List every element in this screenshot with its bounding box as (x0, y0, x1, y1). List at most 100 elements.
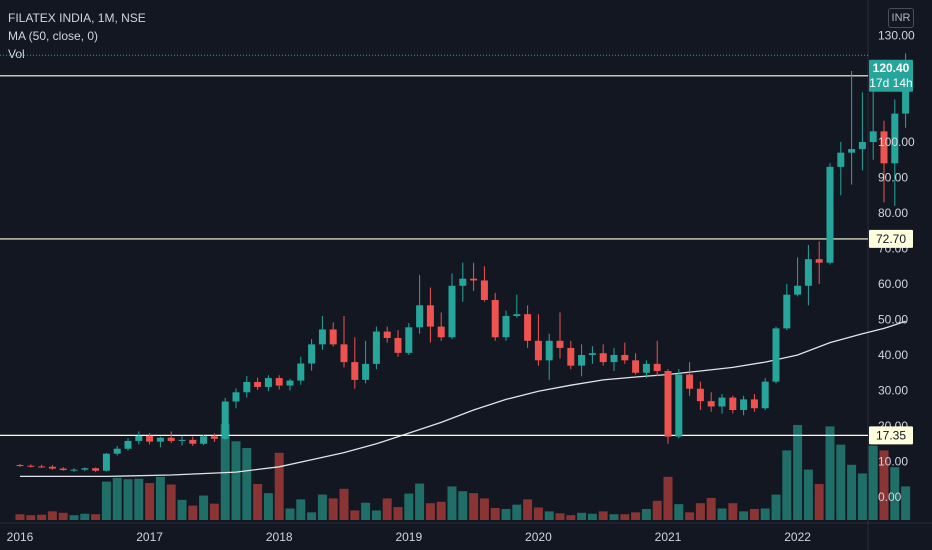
candle-body (426, 305, 434, 327)
volume-bar (490, 508, 500, 520)
volume-bar (782, 450, 792, 520)
volume-bar (199, 495, 209, 520)
price-tick-label: 10.00 (878, 455, 908, 469)
candle-body (81, 468, 89, 470)
candle-body (329, 329, 337, 345)
volume-bar (242, 448, 252, 520)
volume-bar (328, 498, 338, 520)
candle-body (599, 353, 607, 363)
volume-bar (868, 445, 878, 520)
candle-body (448, 285, 456, 338)
price-axis: 130.00100.0090.0080.0070.0060.0050.0040.… (878, 29, 915, 505)
volume-bar (555, 513, 565, 520)
candle-body (858, 142, 866, 150)
volume-bar (145, 483, 155, 520)
time-tick-label: 2021 (655, 530, 682, 544)
volume-bar (695, 503, 705, 520)
time-tick-label: 2016 (7, 530, 34, 544)
volume-bar (26, 515, 36, 520)
candle-body (264, 378, 272, 387)
candle-body (610, 355, 618, 363)
currency-label[interactable]: INR (888, 8, 914, 28)
time-axis: 2016 2017 2018 2019 2020 2021 2022 (7, 530, 812, 544)
candle-body (621, 355, 629, 361)
candle-body (243, 381, 251, 393)
volume-bar (253, 484, 263, 520)
candle-body (632, 360, 640, 373)
candle-body (567, 347, 575, 366)
volume-bar (890, 467, 900, 520)
candle-body (254, 381, 262, 387)
candle-body (275, 378, 283, 386)
level-badge (869, 426, 913, 445)
candle-body (27, 465, 35, 467)
bar-countdown: 17d 14h (869, 76, 912, 90)
volume-bar (425, 503, 435, 520)
candle-body (826, 166, 834, 263)
volume-bar (393, 507, 403, 520)
candle-body (437, 326, 445, 338)
volume-bar (479, 498, 489, 520)
volume-bar (285, 508, 295, 520)
candle-body (740, 399, 748, 411)
candle-body (794, 285, 802, 295)
candle-body (416, 305, 424, 328)
volume-bar (47, 511, 57, 520)
volume-indicator-label[interactable]: Vol (8, 47, 25, 61)
candle-body (232, 392, 240, 402)
volume-bar (80, 513, 90, 520)
candle-body (340, 344, 348, 363)
volume-bar (91, 514, 101, 520)
candle-body (113, 448, 121, 454)
level-badge-label: 17.35 (876, 428, 906, 442)
volume-bar (533, 507, 543, 520)
candle-body (167, 437, 175, 441)
time-tick-label: 2018 (266, 530, 293, 544)
candle-body (146, 435, 154, 442)
candle-body (675, 374, 683, 437)
volume-bar (58, 512, 68, 520)
volume-bar (793, 424, 803, 520)
volume-bar (609, 514, 619, 520)
price-tick-label: 50.00 (878, 313, 908, 327)
ma-indicator-label[interactable]: MA (50, close, 0) (8, 29, 99, 43)
candle-body (318, 329, 326, 345)
volume-bar (15, 514, 25, 520)
volume-bar (274, 452, 284, 520)
volume-bar (177, 499, 187, 520)
volume-bar (458, 491, 468, 520)
volume-bar (371, 510, 381, 520)
time-tick-label: 2020 (525, 530, 552, 544)
candle-body (772, 328, 780, 382)
volume-bar (382, 498, 392, 520)
volume-bar (512, 504, 522, 520)
candle-body (815, 259, 823, 263)
chart-legend: FILATEX INDIA, 1M, NSE MA (50, close, 0)… (8, 9, 146, 63)
candle-body (848, 149, 856, 153)
volume-bar (134, 478, 144, 520)
price-tick-label: 60.00 (878, 277, 908, 291)
volume-bar (760, 508, 770, 520)
volume-bar (123, 479, 133, 520)
volume-bar (501, 508, 511, 520)
volume-bar (847, 464, 857, 520)
symbol-title[interactable]: FILATEX INDIA, 1M, NSE (8, 11, 146, 25)
candle-body (880, 131, 888, 164)
volume-bar (544, 511, 554, 520)
price-tick-label: 90.00 (878, 171, 908, 185)
candles (16, 53, 910, 473)
candle-body (210, 436, 218, 439)
price-tick-label: 30.00 (878, 384, 908, 398)
candle-body (38, 466, 46, 468)
volume-bar (836, 444, 846, 520)
candle-body (308, 344, 316, 364)
volume-bar (469, 493, 479, 520)
candle-body (761, 381, 769, 409)
volume-bar (663, 476, 673, 520)
volume-bar (685, 512, 695, 520)
candle-body (286, 380, 294, 386)
price-tick-label: 100.00 (878, 135, 915, 149)
